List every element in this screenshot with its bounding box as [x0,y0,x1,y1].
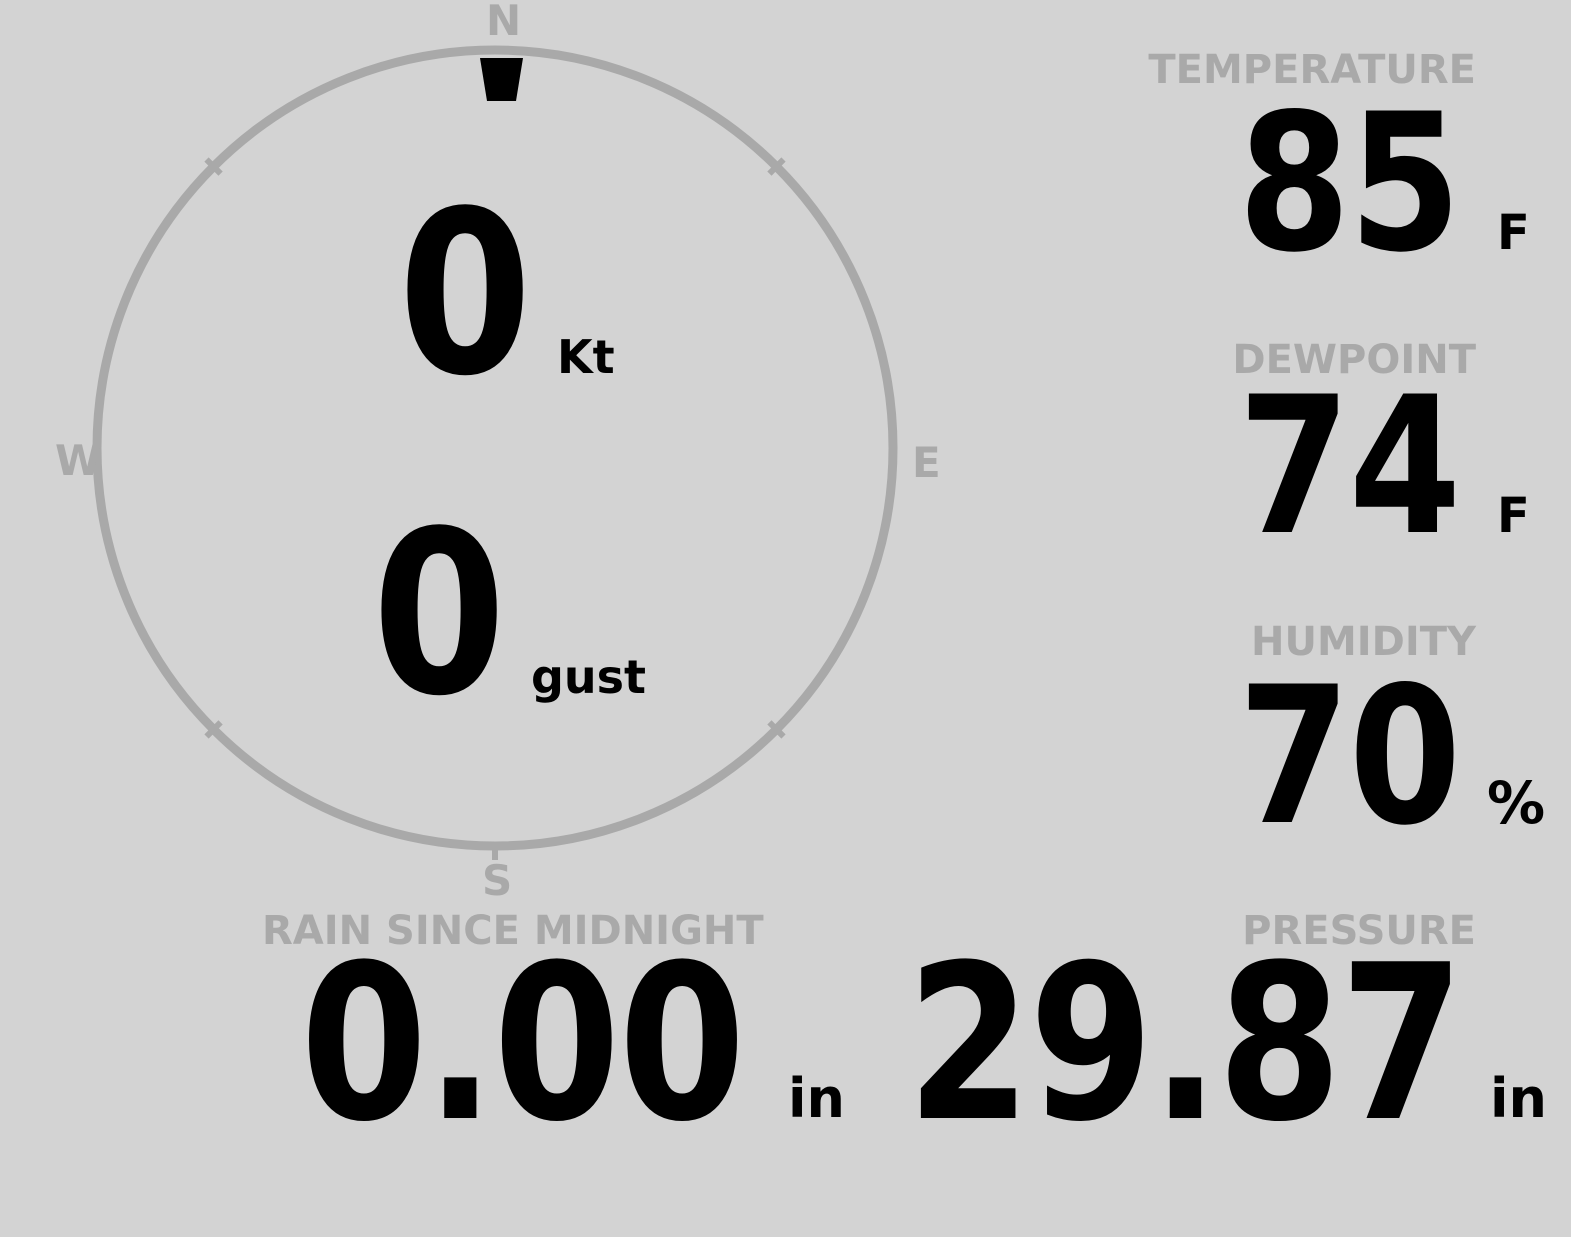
dewpoint-label: DEWPOINT [1232,337,1476,383]
pressure-value: 29.87 [906,918,1463,1169]
wind-compass [92,45,898,860]
temperature-value: 85 [1238,73,1461,294]
wind-direction-marker [480,58,523,101]
rain-value: 0.00 [300,918,745,1169]
dewpoint-value: 74 [1238,356,1461,577]
pressure-readout: 29.87 in [793,918,1546,1169]
humidity-label: HUMIDITY [1251,619,1476,665]
wind-speed-readout: 0 Kt [375,163,614,426]
humidity-unit: % [1487,769,1546,837]
compass-tick-marks [204,157,786,860]
compass-label-north: N [486,0,522,45]
humidity-readout: 70 % [1199,646,1545,867]
wind-gust-value: 0 [372,483,506,746]
humidity-value: 70 [1238,646,1461,867]
temperature-label: TEMPERATURE [1148,47,1476,93]
pressure-unit: in [1490,1067,1547,1130]
dewpoint-unit: F [1497,488,1530,544]
rain-label: RAIN SINCE MIDNIGHT [262,908,764,954]
temperature-unit: F [1497,205,1530,261]
rain-readout: 0.00 in [222,918,845,1169]
wind-gust-readout: 0 gust [349,483,646,746]
rain-unit: in [788,1067,845,1130]
wind-speed-value: 0 [398,163,532,426]
pressure-label: PRESSURE [1242,908,1476,954]
compass-label-west: W [55,436,102,485]
temperature-readout: 85 F [1199,73,1529,294]
compass-label-east: E [912,438,941,487]
compass-label-south: S [482,856,513,905]
dewpoint-readout: 74 F [1199,356,1529,577]
wind-speed-unit: Kt [557,330,615,384]
wind-gust-unit: gust [531,650,647,704]
